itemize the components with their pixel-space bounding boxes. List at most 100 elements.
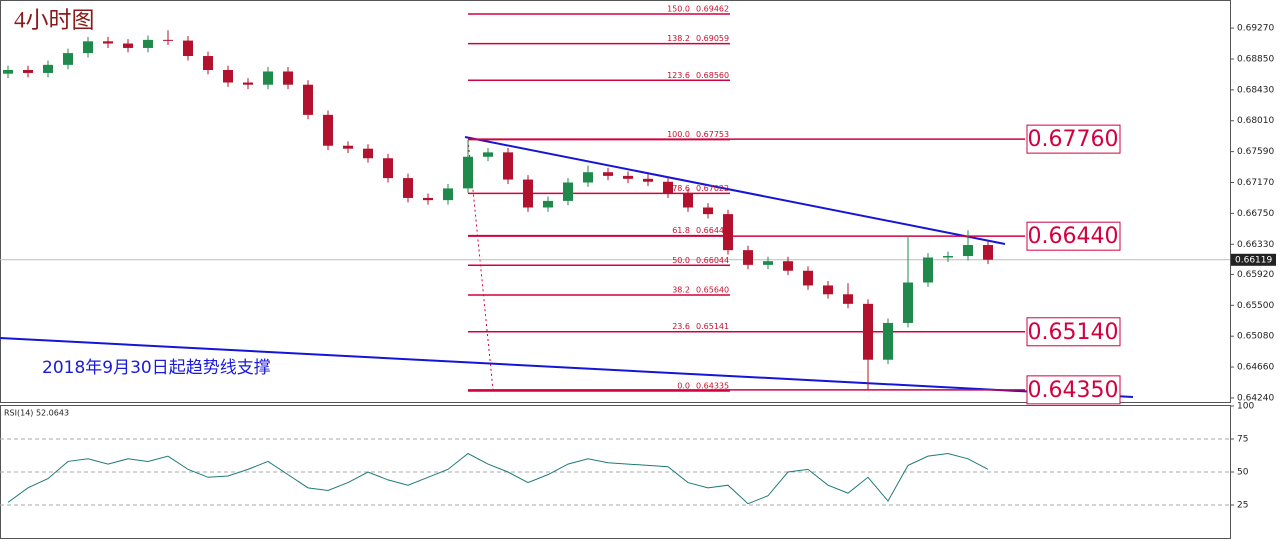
candle-body: [903, 282, 913, 323]
fib-price: 0.69059: [696, 34, 729, 43]
candle-body: [683, 193, 693, 208]
candle-body: [23, 70, 33, 73]
y-tick-label: 100: [1237, 402, 1254, 412]
key-level-label: 0.66440: [1028, 224, 1119, 249]
candle-body: [403, 178, 413, 198]
candle-body: [163, 39, 173, 41]
fib-price: 0.65640: [696, 286, 729, 295]
fib-ratio: 23.6: [672, 322, 690, 331]
candle-body: [963, 245, 973, 257]
fib-ratio: 38.2: [672, 286, 690, 295]
key-level-box: [1026, 317, 1121, 347]
candle-body: [883, 322, 893, 360]
y-tick-label: 0.68430: [1237, 85, 1274, 95]
y-tick-label: 25: [1237, 501, 1248, 511]
fib-price: 0.64335: [696, 381, 729, 390]
y-tick-label: 0.65500: [1237, 301, 1274, 311]
candle-body: [43, 64, 53, 73]
y-tick-label: 0.67170: [1237, 178, 1274, 188]
key-level-box: [1026, 375, 1121, 405]
candle-body: [563, 182, 573, 201]
rsi-title: RSI(14) 52.0643: [4, 409, 69, 418]
candle-body: [103, 41, 113, 44]
candle-body: [363, 148, 373, 159]
key-level-label: 0.65140: [1028, 320, 1119, 345]
key-level-label: 0.67760: [1028, 127, 1119, 152]
fib-ratio: 78.6: [672, 184, 690, 193]
y-tick-label: 0.68850: [1237, 54, 1274, 64]
candle-body: [623, 175, 633, 179]
y-tick-label: 0.64660: [1237, 363, 1274, 373]
candle-body: [303, 84, 313, 115]
candle-body: [643, 178, 653, 182]
last-price-box: [1231, 253, 1276, 266]
candle-body: [323, 114, 333, 146]
price-panel: [0, 0, 1231, 403]
y-tick-label: 0.65920: [1237, 270, 1274, 280]
y-tick-label: 0.64240: [1237, 393, 1274, 403]
candle-body: [703, 207, 713, 215]
candle-body: [923, 257, 933, 283]
lower-trendline: [0, 337, 1134, 398]
fib-ratio: 123.6: [667, 71, 690, 80]
candle-body: [543, 200, 553, 208]
fib-ratio: 50.0: [672, 256, 690, 265]
candle-body: [503, 152, 513, 180]
candle-body: [663, 181, 673, 194]
candle-body: [203, 56, 213, 71]
candle-body: [63, 53, 73, 65]
candle-body: [3, 70, 13, 74]
fib-price: 0.66447: [696, 226, 729, 235]
key-level-box: [1026, 221, 1121, 251]
candle-body: [483, 152, 493, 157]
candle-body: [123, 43, 133, 48]
fib-ratio: 0.0: [677, 381, 690, 390]
fib-ratio: 138.2: [667, 34, 690, 43]
fib-price: 0.67753: [696, 130, 729, 139]
y-tick-label: 0.67590: [1237, 147, 1274, 157]
candle-body: [463, 156, 473, 189]
key-level-label: 0.64350: [1028, 378, 1119, 403]
candle-body: [723, 214, 733, 251]
fib-ratio: 61.8: [672, 226, 690, 235]
y-tick-label: 75: [1237, 435, 1248, 445]
annotation: 2018年9月30日起趋势线支撑: [42, 358, 271, 378]
chart-title: 4小时图: [14, 7, 95, 32]
candle-body: [223, 70, 233, 83]
candle-body: [83, 41, 93, 54]
candle-body: [603, 172, 613, 176]
candle-body: [383, 158, 393, 179]
fib-price: 0.66044: [696, 256, 729, 265]
candle-body: [943, 256, 953, 258]
fib-ratio: 150.0: [667, 4, 690, 13]
candle-body: [443, 188, 453, 201]
candle-body: [263, 71, 273, 85]
candle-body: [343, 145, 353, 149]
candle-body: [243, 82, 253, 85]
candle-body: [763, 261, 773, 265]
fib-price: 0.65141: [696, 322, 729, 331]
y-tick-label: 0.68010: [1237, 116, 1274, 126]
candle-body: [183, 40, 193, 57]
last-price-label: 0.66119: [1235, 255, 1272, 265]
y-tick-label: 0.66330: [1237, 240, 1274, 250]
candle-body: [743, 250, 753, 265]
y-tick-label: 0.69270: [1237, 24, 1274, 34]
y-tick-label: 0.65080: [1237, 332, 1274, 342]
y-tick-label: 0.66750: [1237, 209, 1274, 219]
key-level-box: [1026, 124, 1121, 154]
candle-body: [803, 270, 813, 286]
candle-body: [583, 172, 593, 183]
candle-body: [983, 245, 993, 260]
candle-body: [823, 285, 833, 295]
upper-trendline: [464, 136, 1006, 245]
rsi-line: [7, 452, 989, 505]
fib-price: 0.68560: [696, 71, 729, 80]
y-tick-label: 50: [1237, 468, 1249, 478]
candle-body: [843, 294, 853, 304]
candle-body: [283, 71, 293, 85]
candle-body: [143, 39, 153, 48]
